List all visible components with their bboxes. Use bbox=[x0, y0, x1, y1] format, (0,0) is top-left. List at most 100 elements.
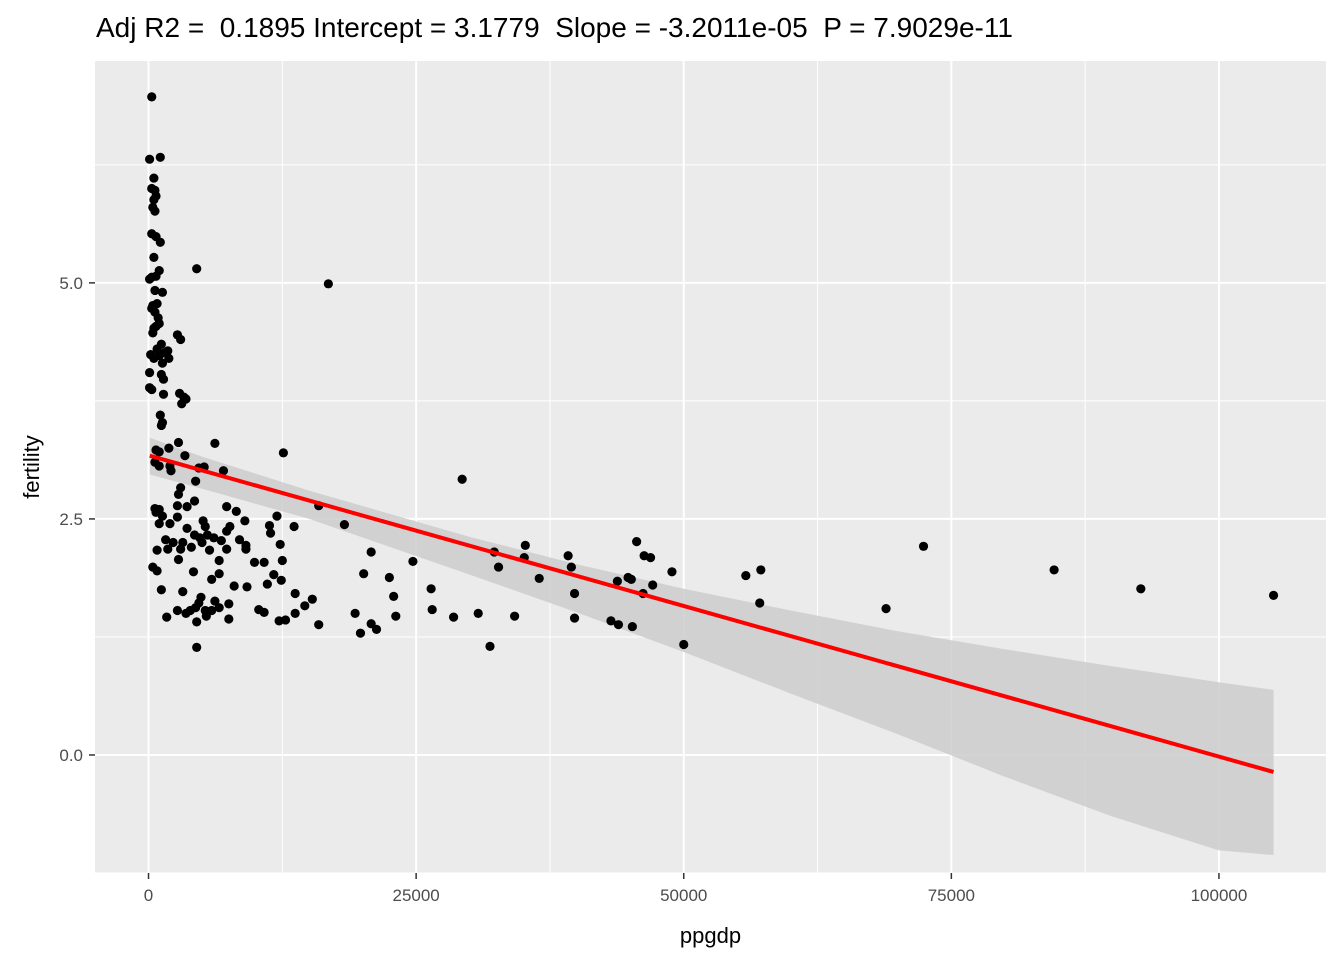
chart-title: Adj R2 = 0.1895 Intercept = 3.1779 Slope… bbox=[96, 12, 1013, 43]
data-point bbox=[259, 557, 269, 567]
data-point bbox=[192, 264, 202, 274]
data-point bbox=[756, 565, 766, 575]
data-point bbox=[144, 274, 155, 284]
data-point bbox=[152, 566, 162, 576]
data-point bbox=[224, 599, 234, 609]
data-point bbox=[161, 535, 171, 545]
data-point bbox=[158, 374, 169, 384]
data-point bbox=[176, 334, 186, 345]
data-point bbox=[918, 541, 929, 551]
data-point bbox=[667, 567, 677, 577]
data-point bbox=[534, 573, 544, 584]
data-point bbox=[156, 420, 166, 431]
data-point bbox=[150, 285, 160, 296]
data-point bbox=[214, 555, 224, 566]
data-point bbox=[613, 620, 624, 630]
data-point bbox=[164, 353, 174, 364]
data-point bbox=[178, 587, 188, 597]
data-point bbox=[222, 526, 232, 536]
y-tick-label: 0.0 bbox=[59, 746, 83, 765]
data-point bbox=[188, 567, 199, 577]
data-point bbox=[632, 536, 642, 547]
data-point bbox=[881, 604, 891, 614]
data-point bbox=[359, 569, 369, 579]
data-point bbox=[166, 466, 176, 476]
data-point bbox=[366, 547, 376, 557]
data-point bbox=[510, 611, 520, 621]
data-point bbox=[264, 520, 275, 531]
data-point bbox=[165, 519, 175, 529]
x-tick-label: 0 bbox=[144, 886, 153, 905]
data-point bbox=[339, 519, 350, 530]
data-point bbox=[209, 533, 219, 543]
data-point bbox=[1049, 565, 1059, 575]
data-point bbox=[181, 608, 191, 618]
data-point bbox=[144, 367, 155, 378]
data-point bbox=[149, 195, 159, 205]
data-point bbox=[408, 556, 418, 567]
x-tick-label: 25000 bbox=[392, 886, 439, 905]
data-point bbox=[473, 608, 483, 618]
data-point bbox=[241, 544, 251, 554]
data-point bbox=[172, 512, 183, 522]
data-point bbox=[275, 539, 285, 550]
data-point bbox=[563, 551, 573, 561]
confidence-band bbox=[149, 437, 1274, 856]
data-point bbox=[389, 591, 399, 601]
data-point bbox=[272, 511, 282, 521]
data-point bbox=[262, 579, 272, 589]
data-point bbox=[314, 620, 324, 630]
data-point bbox=[269, 570, 279, 580]
data-point bbox=[606, 616, 616, 626]
data-point bbox=[173, 437, 184, 448]
data-point bbox=[222, 502, 232, 512]
data-point bbox=[210, 596, 220, 606]
data-point bbox=[149, 252, 159, 262]
data-point bbox=[648, 580, 658, 590]
data-point bbox=[172, 605, 183, 616]
data-point bbox=[144, 154, 155, 164]
data-point bbox=[391, 611, 401, 621]
data-point bbox=[645, 553, 656, 563]
regression-line bbox=[149, 453, 1275, 774]
data-point bbox=[569, 613, 580, 623]
data-point bbox=[350, 608, 360, 618]
data-point bbox=[265, 528, 276, 538]
data-point bbox=[224, 614, 234, 624]
data-point bbox=[192, 642, 202, 652]
data-point bbox=[240, 516, 250, 526]
data-point bbox=[276, 575, 286, 585]
data-point bbox=[231, 506, 241, 516]
data-point bbox=[191, 476, 201, 486]
data-point bbox=[149, 323, 159, 333]
data-point bbox=[152, 545, 162, 555]
data-point bbox=[289, 521, 299, 532]
data-point bbox=[150, 206, 160, 216]
data-point bbox=[307, 594, 317, 604]
data-point bbox=[277, 555, 287, 566]
data-point bbox=[155, 410, 165, 420]
data-point bbox=[157, 287, 168, 297]
data-point bbox=[1268, 590, 1279, 601]
x-tick-label: 50000 bbox=[660, 886, 707, 905]
data-point bbox=[155, 237, 165, 247]
data-point bbox=[201, 611, 211, 621]
data-point bbox=[278, 448, 288, 458]
data-point bbox=[259, 607, 269, 618]
data-point bbox=[566, 562, 576, 572]
data-point bbox=[180, 451, 190, 461]
data-point bbox=[207, 574, 217, 584]
data-point bbox=[290, 608, 300, 618]
data-point bbox=[182, 523, 192, 533]
data-point bbox=[457, 474, 467, 484]
data-point bbox=[154, 519, 164, 529]
data-point bbox=[191, 603, 201, 613]
data-point bbox=[200, 521, 210, 532]
data-point bbox=[173, 554, 184, 565]
data-point bbox=[144, 383, 155, 393]
data-point bbox=[186, 542, 196, 552]
data-point bbox=[189, 496, 200, 506]
data-point bbox=[154, 447, 164, 457]
data-point bbox=[242, 582, 252, 592]
